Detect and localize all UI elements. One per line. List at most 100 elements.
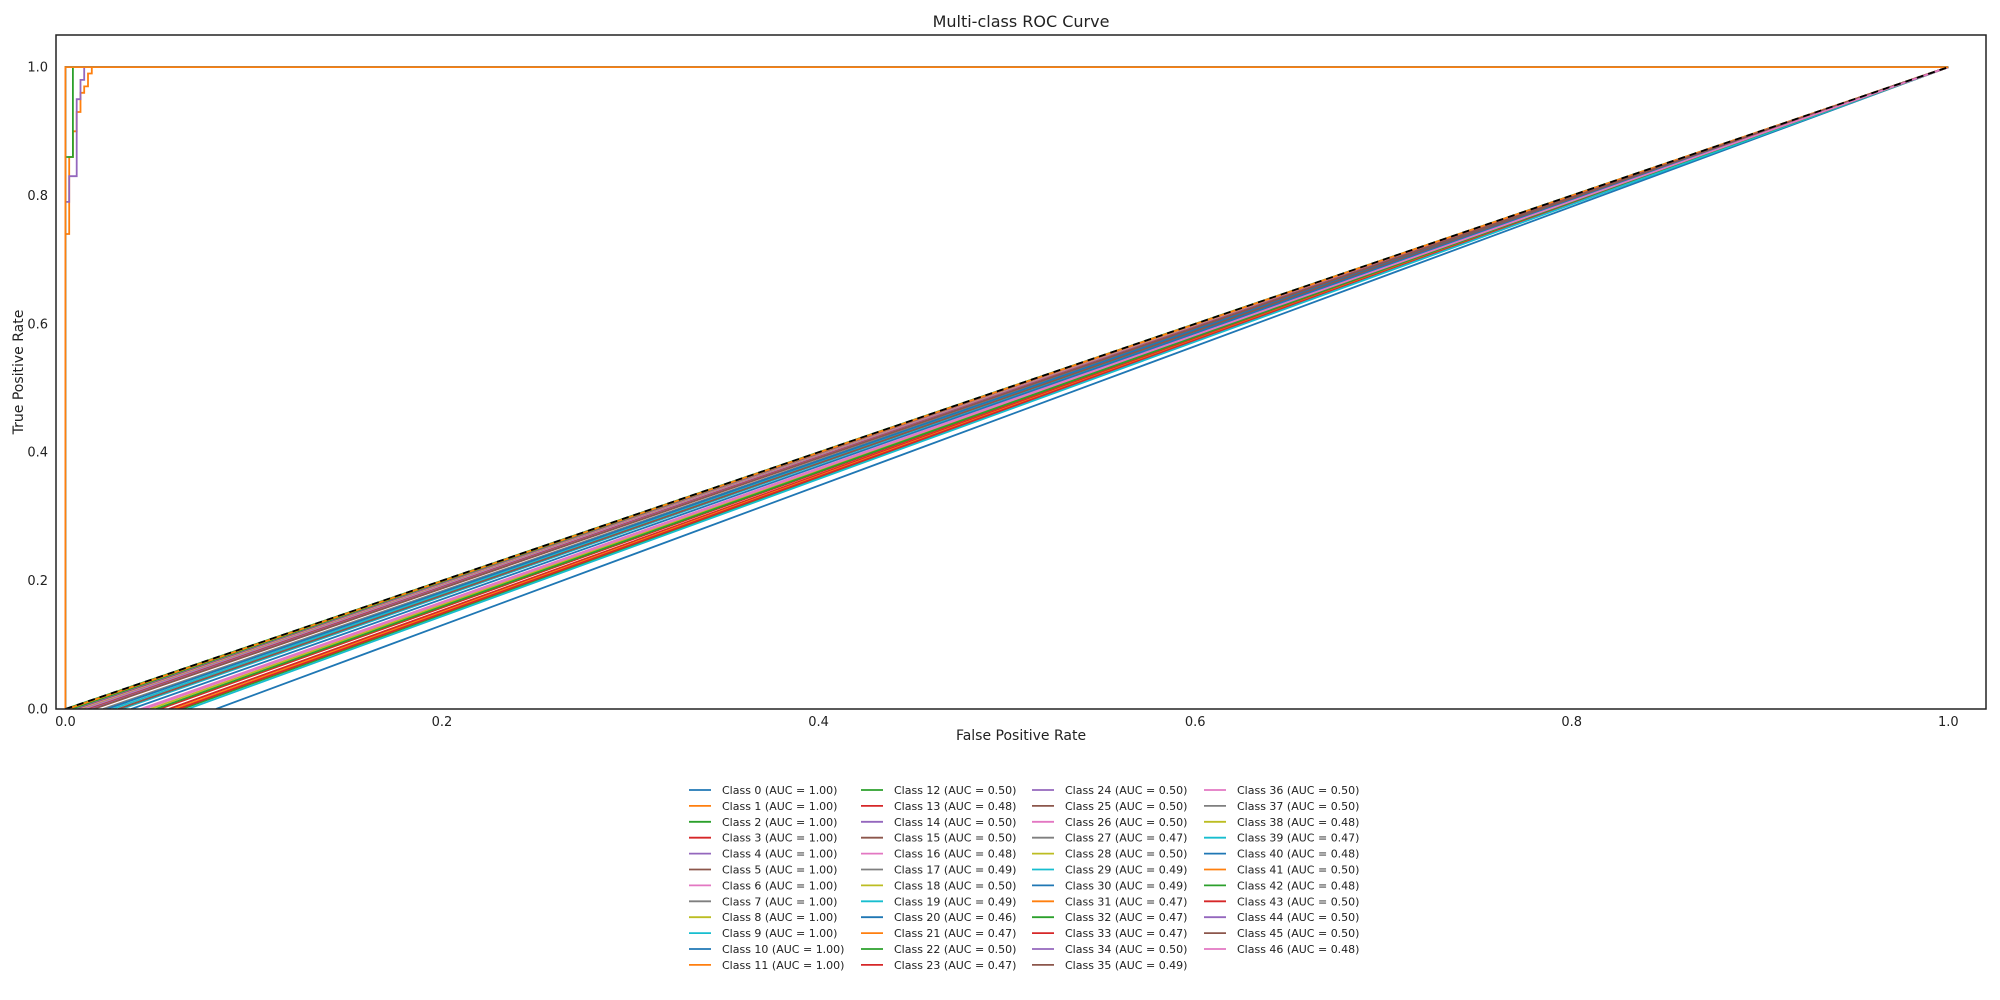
legend-item: Class 3 (AUC = 1.00) (689, 832, 837, 845)
legend-label: Class 42 (AUC = 0.48) (1237, 879, 1359, 892)
legend-item: Class 11 (AUC = 1.00) (689, 959, 844, 972)
legend-item: Class 43 (AUC = 0.50) (1204, 895, 1359, 908)
legend-label: Class 15 (AUC = 0.50) (894, 832, 1016, 845)
legend-item: Class 10 (AUC = 1.00) (689, 943, 844, 956)
legend-item: Class 23 (AUC = 0.47) (861, 959, 1016, 972)
legend-item: Class 28 (AUC = 0.50) (1032, 848, 1187, 861)
legend-label: Class 4 (AUC = 1.00) (722, 848, 837, 861)
legend-label: Class 17 (AUC = 0.49) (894, 864, 1016, 877)
legend-item: Class 7 (AUC = 1.00) (689, 895, 837, 908)
legend-item: Class 19 (AUC = 0.49) (861, 895, 1016, 908)
legend-label: Class 12 (AUC = 0.50) (894, 784, 1016, 797)
x-tick-label: 0.8 (1561, 715, 1582, 730)
legend-item: Class 14 (AUC = 0.50) (861, 816, 1016, 829)
legend-item: Class 21 (AUC = 0.47) (861, 927, 1016, 940)
legend-item: Class 29 (AUC = 0.49) (1032, 864, 1187, 877)
y-tick-label: 1.0 (27, 61, 48, 76)
y-tick-label: 0.0 (27, 703, 48, 718)
x-tick-label: 0.2 (432, 715, 453, 730)
legend-item: Class 24 (AUC = 0.50) (1032, 784, 1187, 797)
legend-label: Class 14 (AUC = 0.50) (894, 816, 1016, 829)
roc-curve-class-11 (64, 66, 1949, 709)
legend-label: Class 35 (AUC = 0.49) (1065, 959, 1187, 972)
legend-label: Class 9 (AUC = 1.00) (722, 927, 837, 940)
roc-curve-class-20 (215, 66, 1949, 709)
legend-label: Class 34 (AUC = 0.50) (1065, 943, 1187, 956)
legend-label: Class 22 (AUC = 0.50) (894, 943, 1016, 956)
legend-label: Class 45 (AUC = 0.50) (1237, 927, 1359, 940)
plot-frame (55, 34, 1987, 710)
legend-item: Class 5 (AUC = 1.00) (689, 864, 837, 877)
legend-label: Class 32 (AUC = 0.47) (1065, 911, 1187, 924)
series-layer (64, 66, 1949, 709)
legend-item: Class 22 (AUC = 0.50) (861, 943, 1016, 956)
roc-curve-class-39 (187, 66, 1949, 709)
legend: Class 0 (AUC = 1.00) Class 1 (AUC = 1.00)… (689, 784, 1359, 972)
legend-label: Class 11 (AUC = 1.00) (722, 959, 844, 972)
legend-label: Class 13 (AUC = 0.48) (894, 800, 1016, 813)
legend-label: Class 39 (AUC = 0.47) (1237, 832, 1359, 845)
legend-item: Class 37 (AUC = 0.50) (1204, 800, 1359, 813)
legend-item: Class 17 (AUC = 0.49) (861, 864, 1016, 877)
legend-item: Class 8 (AUC = 1.00) (689, 911, 837, 924)
legend-item: Class 42 (AUC = 0.48) (1204, 879, 1359, 892)
legend-label: Class 2 (AUC = 1.00) (722, 816, 837, 829)
legend-label: Class 43 (AUC = 0.50) (1237, 895, 1359, 908)
x-tick-label: 0.4 (808, 715, 829, 730)
legend-label: Class 33 (AUC = 0.47) (1065, 927, 1187, 940)
legend-label: Class 27 (AUC = 0.47) (1065, 832, 1187, 845)
legend-label: Class 40 (AUC = 0.48) (1237, 848, 1359, 861)
legend-item: Class 45 (AUC = 0.50) (1204, 927, 1359, 940)
legend-label: Class 16 (AUC = 0.48) (894, 848, 1016, 861)
x-tick-label: 1.0 (1938, 715, 1959, 730)
legend-item: Class 16 (AUC = 0.48) (861, 848, 1016, 861)
y-axis-label: True Positive Rate (11, 310, 27, 436)
roc-curve-class-46 (144, 66, 1949, 709)
y-tick-label: 0.4 (27, 446, 48, 461)
legend-item: Class 31 (AUC = 0.47) (1032, 895, 1187, 908)
legend-label: Class 24 (AUC = 0.50) (1065, 784, 1187, 797)
legend-item: Class 41 (AUC = 0.50) (1204, 864, 1359, 877)
legend-item: Class 34 (AUC = 0.50) (1032, 943, 1187, 956)
legend-label: Class 19 (AUC = 0.49) (894, 895, 1016, 908)
legend-label: Class 6 (AUC = 1.00) (722, 879, 837, 892)
legend-item: Class 20 (AUC = 0.46) (861, 911, 1016, 924)
chance-layer (65, 66, 1949, 709)
roc-curve-class-45 (93, 66, 1949, 709)
legend-item: Class 4 (AUC = 1.00) (689, 848, 837, 861)
x-axis-ticks: 0.0 0.2 0.4 0.6 0.8 1.0 (55, 715, 1959, 730)
y-axis-ticks: 0.0 0.2 0.4 0.6 0.8 1.0 (27, 61, 48, 718)
legend-label: Class 23 (AUC = 0.47) (894, 959, 1016, 972)
roc-curve-class-41 (67, 66, 1949, 709)
legend-item: Class 25 (AUC = 0.50) (1032, 800, 1187, 813)
legend-label: Class 21 (AUC = 0.47) (894, 927, 1016, 940)
legend-label: Class 1 (AUC = 1.00) (722, 800, 837, 813)
legend-label: Class 44 (AUC = 0.50) (1237, 911, 1359, 924)
legend-item: Class 30 (AUC = 0.49) (1032, 879, 1187, 892)
y-tick-label: 0.6 (27, 317, 48, 332)
legend-label: Class 26 (AUC = 0.50) (1065, 816, 1187, 829)
legend-item: Class 18 (AUC = 0.50) (861, 879, 1016, 892)
legend-item: Class 2 (AUC = 1.00) (689, 816, 837, 829)
x-tick-label: 0.0 (55, 715, 76, 730)
x-axis-label: False Positive Rate (956, 728, 1086, 744)
y-tick-label: 0.8 (27, 189, 48, 204)
chance-line (65, 66, 1949, 709)
legend-item: Class 26 (AUC = 0.50) (1032, 816, 1187, 829)
legend-label: Class 0 (AUC = 1.00) (722, 784, 837, 797)
legend-label: Class 5 (AUC = 1.00) (722, 864, 837, 877)
legend-item: Class 9 (AUC = 1.00) (689, 927, 837, 940)
legend-item: Class 46 (AUC = 0.48) (1204, 943, 1359, 956)
legend-label: Class 25 (AUC = 0.50) (1065, 800, 1187, 813)
legend-label: Class 30 (AUC = 0.49) (1065, 879, 1187, 892)
chart-title: Multi-class ROC Curve (933, 12, 1110, 31)
legend-label: Class 46 (AUC = 0.48) (1237, 943, 1359, 956)
y-tick-label: 0.2 (27, 574, 48, 589)
legend-item: Class 15 (AUC = 0.50) (861, 832, 1016, 845)
legend-label: Class 28 (AUC = 0.50) (1065, 848, 1187, 861)
legend-label: Class 18 (AUC = 0.50) (894, 879, 1016, 892)
legend-label: Class 38 (AUC = 0.48) (1237, 816, 1359, 829)
legend-item: Class 32 (AUC = 0.47) (1032, 911, 1187, 924)
legend-item: Class 13 (AUC = 0.48) (861, 800, 1016, 813)
